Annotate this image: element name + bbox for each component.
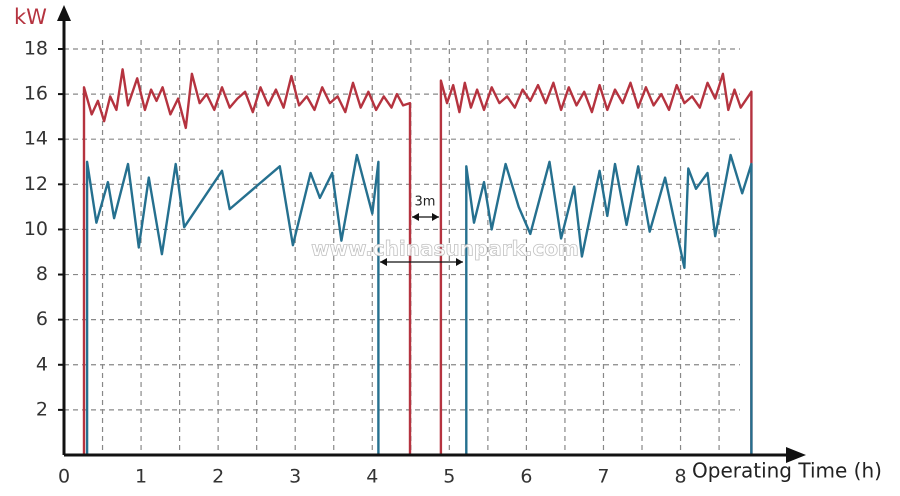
annotation: 3m [415, 195, 436, 210]
x-tick-label: 5 [443, 466, 455, 488]
arrow-head [412, 213, 439, 221]
y-axis-label: kW [14, 5, 47, 29]
y-tick-label: 4 [36, 353, 48, 375]
data-line [85, 153, 753, 455]
y-tick-label: 10 [24, 218, 48, 240]
x-tick-label: 8 [674, 466, 686, 488]
y-tick-label: 8 [36, 263, 48, 285]
x-tick-label: 4 [366, 466, 378, 488]
y-tick-label: 2 [36, 398, 48, 420]
y-tick-label: 6 [36, 308, 48, 330]
x-tick-label: 6 [520, 466, 532, 488]
x-tick-label: 3 [289, 466, 301, 488]
x-axis-arrow [786, 447, 806, 463]
watermark: www.chinasunpark.com [311, 237, 579, 261]
y-axis-arrow [57, 5, 71, 21]
y-tick-label: 14 [24, 128, 48, 150]
y-tick-label: 16 [24, 83, 48, 105]
x-tick-label: 0 [58, 466, 70, 488]
y-tick-label: 12 [24, 173, 48, 195]
x-tick-label: 2 [212, 466, 224, 488]
x-tick-label: 1 [135, 466, 147, 488]
x-tick-label: 7 [597, 466, 609, 488]
data-line [82, 68, 753, 455]
y-tick-label: 18 [24, 37, 48, 59]
